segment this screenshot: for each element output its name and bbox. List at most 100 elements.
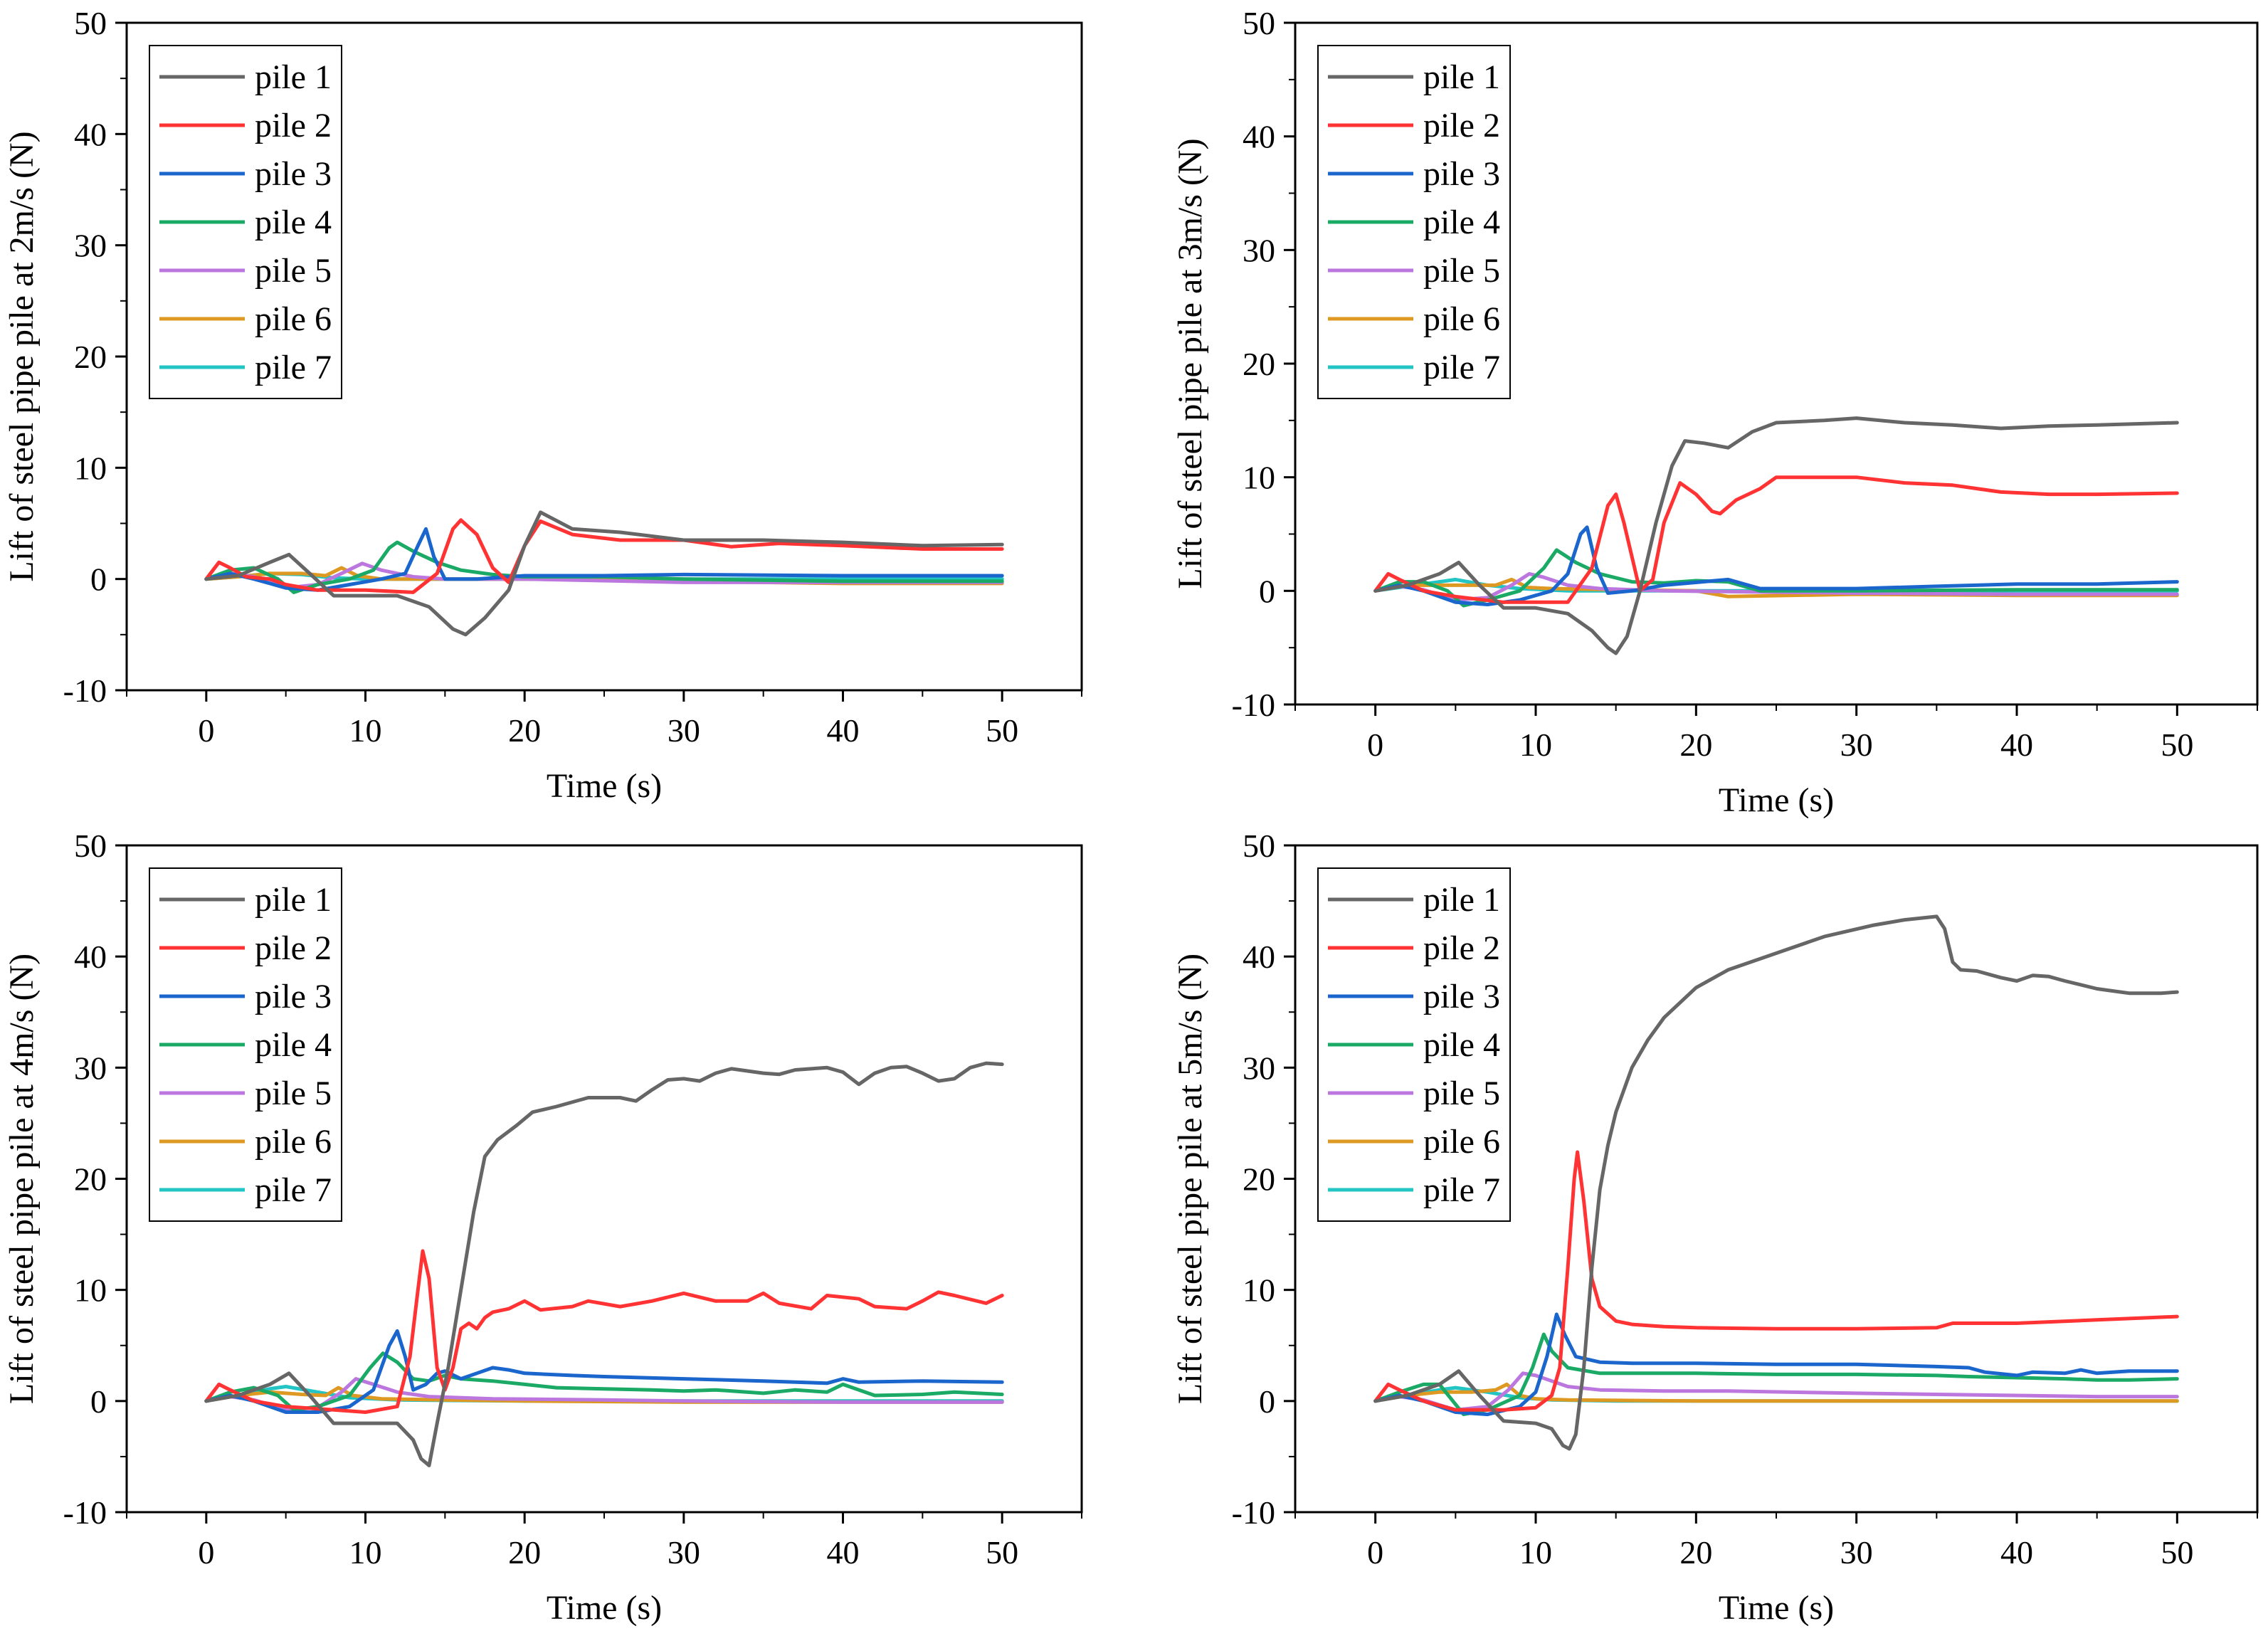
x-tick-label: 0 xyxy=(198,712,214,749)
chart-panel-4: 0 10 20 30 40 50 -10 0 10 20 30 40 50 Time (s) Lift of… xyxy=(1171,828,2259,1627)
legend-label: pile 5 xyxy=(255,252,332,290)
legend-label: pile 6 xyxy=(1423,300,1500,338)
x-tick-label: 20 xyxy=(508,1534,541,1571)
x-tick-label: 40 xyxy=(827,712,860,749)
series-group xyxy=(1373,416,2179,655)
y-tick-label: 50 xyxy=(74,5,107,41)
series-group xyxy=(204,510,1004,637)
x-tick-label: 50 xyxy=(986,1534,1018,1571)
y-tick-label: 20 xyxy=(74,339,107,375)
legend-label: pile 7 xyxy=(255,349,332,386)
y-tick-label: 0 xyxy=(90,1383,107,1420)
y-tick-label: -10 xyxy=(63,1494,107,1531)
x-tick-label: 10 xyxy=(349,712,382,749)
legend-label: pile 5 xyxy=(255,1075,332,1112)
y-tick-label: -10 xyxy=(1232,1494,1275,1531)
x-tick-label: 0 xyxy=(198,1534,214,1571)
legend-label: pile 7 xyxy=(1423,1171,1500,1209)
legend-label: pile 1 xyxy=(1423,58,1500,96)
y-tick-label: -10 xyxy=(1232,687,1275,723)
chart-panel-3: 0 10 20 30 40 50 -10 0 10 20 30 40 50 Time (s) Lift of… xyxy=(3,828,1083,1627)
x-tick-label: 50 xyxy=(2161,1534,2193,1571)
series-group xyxy=(1373,914,2179,1451)
y-tick-label: 10 xyxy=(74,450,107,486)
series-line-pile-1 xyxy=(1373,914,2179,1451)
x-tick-label: 50 xyxy=(2161,727,2193,763)
legend: pile 1 pile 2 pile 3 pile 4 pile 5 pile 6 pile… xyxy=(149,867,342,1222)
series-line-pile-2 xyxy=(204,1249,1004,1414)
y-axis-title: Lift of steel pipe pile at 4m/s (N) xyxy=(3,954,41,1404)
x-tick-label: 30 xyxy=(1840,1534,1873,1571)
series-line-pile-3 xyxy=(1373,1312,2179,1417)
x-tick-label: 0 xyxy=(1367,727,1383,763)
x-axis-title: Time (s) xyxy=(1719,781,1834,819)
x-axis-title: Time (s) xyxy=(1719,1589,1834,1627)
x-tick-label: 40 xyxy=(2000,727,2033,763)
y-tick-label: 0 xyxy=(1259,573,1275,609)
legend-label: pile 1 xyxy=(255,58,332,96)
x-axis-title: Time (s) xyxy=(547,767,662,805)
x-tick-label: 10 xyxy=(349,1534,382,1571)
x-tick-label: 30 xyxy=(1840,727,1873,763)
x-tick-label: 10 xyxy=(1519,727,1552,763)
series-line-pile-1 xyxy=(204,510,1004,637)
x-tick-label: 40 xyxy=(827,1534,860,1571)
series-line-pile-3 xyxy=(204,527,1004,592)
legend-label: pile 3 xyxy=(255,978,332,1015)
legend-label: pile 2 xyxy=(1423,929,1500,967)
y-tick-label: 40 xyxy=(74,116,107,152)
x-tick-label: 30 xyxy=(668,712,700,749)
y-tick-label: -10 xyxy=(63,672,107,709)
x-tick-label: 20 xyxy=(508,712,541,749)
legend-label: pile 5 xyxy=(1423,1075,1500,1112)
y-axis-title: Lift of steel pipe pile at 5m/s (N) xyxy=(1171,954,1209,1404)
legend-label: pile 4 xyxy=(255,204,332,241)
legend: pile 1 pile 2 pile 3 pile 4 pile 5 pile 6 pile… xyxy=(149,45,342,399)
legend-label: pile 2 xyxy=(255,929,332,967)
y-tick-label: 20 xyxy=(1243,346,1275,382)
y-tick-label: 30 xyxy=(74,1050,107,1086)
y-tick-label: 40 xyxy=(1243,119,1275,155)
legend-label: pile 2 xyxy=(255,107,332,144)
legend-label: pile 4 xyxy=(255,1026,332,1064)
legend-label: pile 5 xyxy=(1423,252,1500,290)
legend-label: pile 3 xyxy=(1423,978,1500,1015)
y-tick-label: 30 xyxy=(74,228,107,264)
y-tick-label: 10 xyxy=(1243,1272,1275,1309)
legend-label: pile 6 xyxy=(1423,1123,1500,1161)
y-tick-label: 30 xyxy=(1243,232,1275,268)
x-tick-label: 20 xyxy=(1679,727,1712,763)
series-line-pile-4 xyxy=(1373,548,2179,608)
legend-label: pile 3 xyxy=(255,155,332,193)
y-tick-label: 30 xyxy=(1243,1050,1275,1086)
legend: pile 1 pile 2 pile 3 pile 4 pile 5 pile 6 pile… xyxy=(1317,867,1511,1222)
y-axis-title: Lift of steel pipe pile at 3m/s (N) xyxy=(1171,138,1209,588)
legend-label: pile 2 xyxy=(1423,107,1500,144)
y-tick-label: 50 xyxy=(1243,5,1275,41)
x-tick-label: 30 xyxy=(668,1534,700,1571)
y-tick-label: 20 xyxy=(1243,1161,1275,1198)
legend-label: pile 1 xyxy=(255,881,332,919)
y-tick-label: 20 xyxy=(74,1161,107,1198)
x-tick-label: 10 xyxy=(1519,1534,1552,1571)
y-axis-title: Lift of steel pipe pile at 2m/s (N) xyxy=(3,131,41,581)
y-tick-label: 40 xyxy=(74,939,107,975)
legend-label: pile 7 xyxy=(255,1171,332,1209)
x-tick-label: 50 xyxy=(986,712,1018,749)
y-tick-label: 50 xyxy=(74,828,107,864)
chart-panel-2: 0 10 20 30 40 50 -10 0 10 20 30 40 50 Time (s) Lift of… xyxy=(1171,5,2259,819)
y-tick-label: 0 xyxy=(90,561,107,598)
legend-label: pile 6 xyxy=(255,300,332,338)
legend: pile 1 pile 2 pile 3 pile 4 pile 5 pile 6 pile… xyxy=(1317,45,1511,399)
legend-label: pile 7 xyxy=(1423,349,1500,386)
y-tick-label: 40 xyxy=(1243,939,1275,975)
y-tick-label: 50 xyxy=(1243,828,1275,864)
series-line-pile-2 xyxy=(204,518,1004,594)
legend-label: pile 3 xyxy=(1423,155,1500,193)
series-line-pile-3 xyxy=(1373,525,2179,606)
legend-label: pile 1 xyxy=(1423,881,1500,919)
legend-label: pile 4 xyxy=(1423,1026,1500,1064)
x-tick-label: 20 xyxy=(1679,1534,1712,1571)
y-tick-label: 0 xyxy=(1259,1383,1275,1420)
